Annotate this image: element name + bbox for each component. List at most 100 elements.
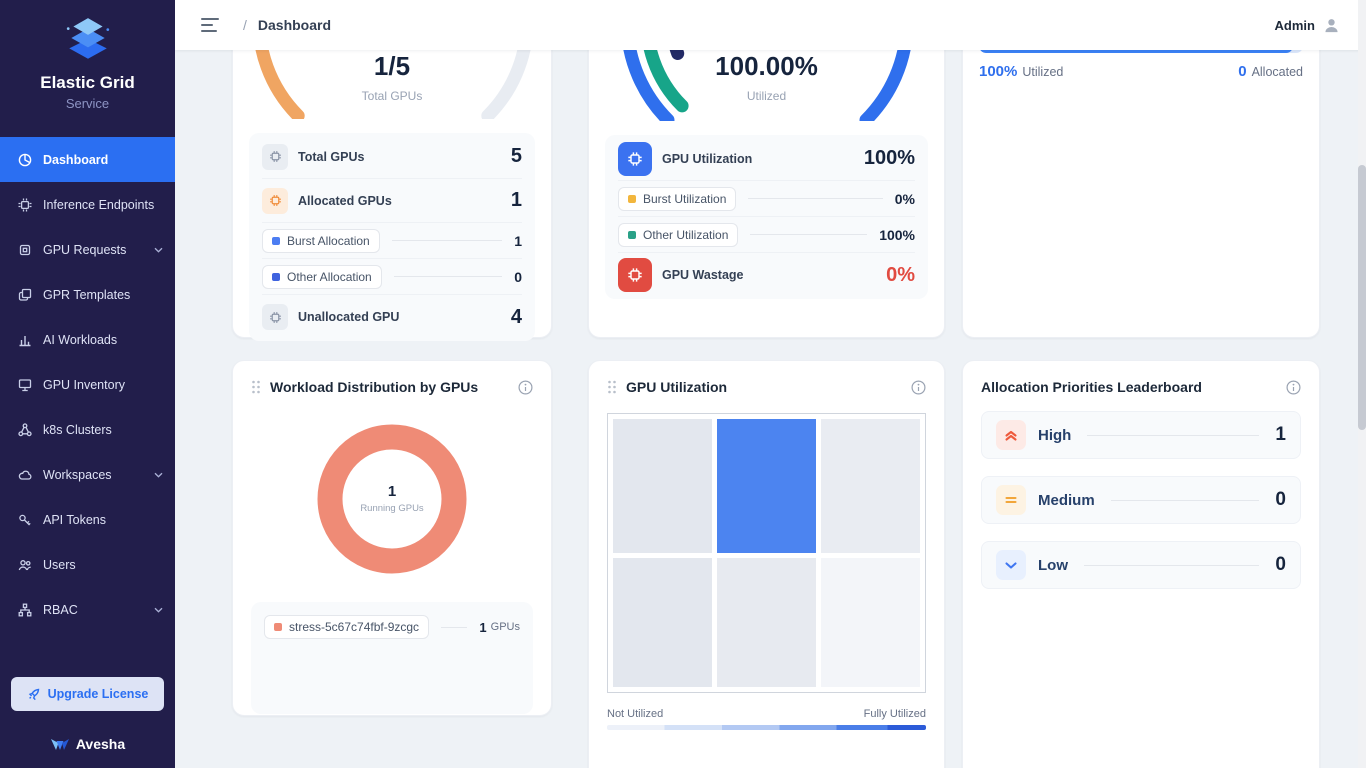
allocated-label: Allocated [1251,64,1303,79]
sidebar-item-api-tokens[interactable]: API Tokens [0,497,175,542]
info-icon[interactable] [518,379,533,395]
card-title: Allocation Priorities Leaderboard [981,379,1202,395]
info-icon[interactable] [911,379,926,395]
workload-distribution-card: Workload Distribution by GPUs 1 Running … [232,360,552,716]
allocated-gpus-row: Allocated GPUs 1 [262,179,522,223]
gauge-label: Total GPUs [361,89,423,103]
sidebar-item-gpr-templates[interactable]: GPR Templates [0,272,175,317]
brand-title: Elastic Grid [40,73,135,92]
sidebar-item-dashboard[interactable]: Dashboard [0,137,175,182]
main-content: 1/5 Total GPUs Total GPUs 5 Allocated GP… [175,50,1366,768]
gpu-requests-icon [19,244,31,255]
gauge-label: Utilized [746,89,787,103]
sidebar-item-users[interactable]: Users [0,542,175,587]
inference-endpoints-icon [18,198,32,211]
priority-row-low: Low 0 [981,541,1301,589]
info-icon[interactable] [1286,379,1301,395]
gpu-cell[interactable] [821,419,920,554]
gpu-cell[interactable] [821,558,920,687]
card-title: GPU Utilization [626,379,728,395]
unallocated-gpu-row: Unallocated GPU 4 [262,295,522,339]
burst-allocation-row: Burst Allocation 1 [262,223,522,259]
gpu-utilization-row: GPU Utilization 100% [618,137,915,181]
card-title: Workload Distribution by GPUs [270,379,479,395]
priority-high-icon [996,420,1026,450]
scale-min-label: Not Utilized [607,708,664,720]
sidebar-item-k8s-clusters[interactable]: k8s Clusters [0,407,175,452]
utilized-value: 100% [979,63,1018,80]
legend-swatch [628,230,636,239]
user-icon [1325,18,1338,32]
connector-line [748,198,883,199]
gpu-utilization-treemap [607,413,926,693]
user-menu[interactable]: Admin [1275,17,1340,34]
workspaces-icon [18,470,32,480]
connector-line [1087,434,1260,436]
connector-line [391,240,503,241]
api-tokens-icon [19,514,31,525]
breadcrumb: / Dashboard [243,17,331,33]
chevron-down-icon [154,247,163,253]
topbar: / Dashboard Admin [175,0,1366,50]
gpu-cell-utilized[interactable] [717,419,816,554]
workload-chip: stress-5c67c74fbf-9zcgc [264,615,430,639]
priority-row-medium: Medium 0 [981,476,1301,524]
legend-swatch [628,194,636,203]
other-utilization-row: Other Utilization 100% [618,217,915,253]
breadcrumb-current[interactable]: Dashboard [257,17,332,33]
burst-utilization-row: Burst Utilization 0% [618,181,915,217]
sidebar-item-ai-workloads[interactable]: AI Workloads [0,317,175,362]
priority-low-icon [996,550,1026,580]
sidebar-item-gpu-requests[interactable]: GPU Requests [0,227,175,272]
sidebar-item-rbac[interactable]: RBAC [0,587,175,632]
legend-row: stress-5c67c74fbf-9zcgc 1 GPUs [264,615,520,639]
rbac-icon [18,603,32,616]
workload-legend: stress-5c67c74fbf-9zcgc 1 GPUs [251,602,533,714]
connector-line [750,234,868,235]
allocated-value: 0 [1238,63,1247,80]
burst-allocation-chip: Burst Allocation [262,228,380,253]
gpu-cell[interactable] [613,419,712,554]
allocation-summary-card: 100% Utilized 0 Allocated [962,50,1320,338]
gpu-chip-icon [618,141,652,176]
gpu-totals-list: Total GPUs 5 Allocated GPUs 1 Burst Allo… [249,133,535,341]
utilization-gauge: 100.00% Utilized [605,50,928,127]
gauge-value: 1/5 [373,51,411,81]
priority-medium-icon [996,485,1026,515]
sidebar-item-gpu-inventory[interactable]: GPU Inventory [0,362,175,407]
rocket-icon [28,688,39,701]
gpu-cell[interactable] [717,558,816,687]
scrollbar-thumb[interactable] [1358,165,1366,430]
drag-handle-icon[interactable] [251,380,261,394]
k8s-clusters-icon [18,422,32,436]
gpu-totals-card: 1/5 Total GPUs Total GPUs 5 Allocated GP… [232,50,552,341]
gpu-chip-icon [262,143,288,170]
footer-brand: Avesha [0,736,175,752]
users-icon [18,559,31,570]
dashboard-icon [18,153,32,166]
sidebar: Elastic Grid Service Dashboard Inference… [0,0,175,768]
utilized-label: Utilized [1022,64,1064,79]
upgrade-license-button[interactable]: Upgrade License [11,677,164,711]
drag-handle-icon[interactable] [607,380,617,394]
sidebar-item-workspaces[interactable]: Workspaces [0,452,175,497]
gpu-cell[interactable] [613,558,712,687]
utilization-scale-labels: Not Utilized Fully Utilized [607,708,926,720]
legend-swatch [272,236,280,245]
allocation-summary-row: 100% Utilized 0 Allocated [979,63,1303,80]
user-name: Admin [1274,17,1315,33]
sidebar-item-inference-endpoints[interactable]: Inference Endpoints [0,182,175,227]
donut-center-label: Running GPUs [360,503,424,514]
scrollbar-track[interactable] [1358,0,1366,768]
utilization-color-scale [607,725,926,730]
workload-donut-chart: 1 Running GPUs [310,417,474,586]
other-allocation-row: Other Allocation 0 [262,259,522,295]
gpu-utilization-map-card: GPU Utilization Not Utilized Fully Utili… [588,360,945,768]
sidebar-toggle-icon[interactable] [201,18,221,32]
gpu-utilization-summary-card: 100.00% Utilized GPU Utilization 100% Bu… [588,50,945,338]
avesha-logo-icon [50,738,69,750]
gpu-chip-icon [618,258,652,292]
donut-center-value: 1 [387,483,397,500]
connector-line [1084,564,1260,566]
breadcrumb-separator: / [243,17,247,33]
